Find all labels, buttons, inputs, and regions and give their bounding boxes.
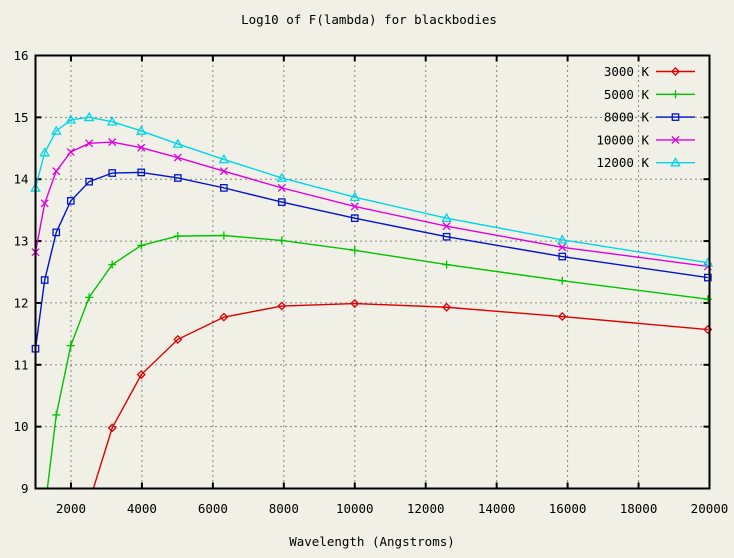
triangle-marker (349, 191, 361, 202)
x-tick-label: 6000 (198, 501, 228, 516)
x-tick-label: 8000 (269, 501, 299, 516)
y-tick-label: 12 (13, 295, 28, 310)
x-marker (219, 167, 228, 176)
triangle-marker (50, 125, 62, 135)
diamond-marker (670, 66, 681, 77)
triangle-marker (218, 153, 230, 164)
square-marker (671, 113, 680, 121)
diamond-marker (107, 423, 117, 433)
square-marker (703, 273, 712, 282)
legend-label: 3000 K (604, 64, 650, 79)
x-tick-label: 2000 (56, 501, 86, 516)
x-tick-label: 4000 (127, 501, 157, 516)
chart-title: Log10 of F(lambda) for blackbodies (241, 12, 497, 27)
x-tick-label: 18000 (620, 501, 658, 516)
triangle-marker (83, 111, 95, 122)
triangle-marker (670, 157, 681, 167)
diamond-marker (557, 312, 567, 322)
x-marker (558, 243, 567, 252)
x-marker (137, 143, 146, 152)
diamond-marker (173, 334, 183, 344)
x-marker (442, 222, 451, 231)
legend-item-5000-k: 5000 K (604, 87, 695, 102)
triangle-marker (172, 138, 184, 148)
x-marker (277, 183, 286, 192)
series-line (35, 116, 708, 264)
square-marker (173, 174, 182, 182)
y-tick-label: 16 (13, 48, 28, 63)
x-marker (350, 202, 359, 211)
x-marker (40, 199, 49, 208)
series-10000-k (31, 138, 712, 271)
square-marker (52, 228, 61, 237)
square-marker (66, 197, 75, 205)
x-marker (173, 153, 182, 162)
y-tick-label: 15 (13, 110, 28, 125)
triangle-marker (135, 125, 147, 135)
y-tick-label: 13 (13, 234, 28, 249)
x-marker (66, 147, 75, 157)
diamond-marker (350, 299, 360, 309)
series-line (35, 171, 708, 349)
triangle-marker (276, 172, 288, 182)
triangle-marker (65, 114, 77, 124)
triangle-marker (39, 147, 51, 157)
legend-item-10000-k: 10000 K (596, 132, 695, 147)
x-tick-label: 14000 (478, 501, 516, 516)
square-marker (220, 184, 228, 192)
y-tick-label: 9 (21, 481, 29, 496)
square-marker (137, 168, 146, 177)
plot-border (34, 54, 711, 490)
x-tick-label: 20000 (691, 501, 729, 516)
square-marker (442, 232, 451, 241)
x-tick-label: 10000 (336, 501, 374, 516)
series-5000-k (46, 231, 712, 489)
legend-item-8000-k: 8000 K (604, 110, 695, 125)
legend-item-3000-k: 3000 K (604, 64, 695, 79)
x-marker (671, 135, 680, 144)
diamond-marker (703, 325, 713, 335)
square-marker (350, 214, 359, 223)
legend: 3000 K 5000 K 8000 K 10000 K 12000 K (596, 64, 695, 170)
diamond-marker (277, 301, 287, 311)
square-marker (85, 177, 93, 186)
diamond-marker (442, 302, 452, 312)
series-3000-k (92, 299, 713, 489)
x-tick-label: 12000 (407, 501, 445, 516)
square-marker (277, 198, 286, 206)
x-marker (85, 139, 94, 148)
square-marker (558, 252, 567, 261)
x-marker (108, 138, 117, 147)
legend-label: 5000 K (604, 87, 650, 102)
legend-item-12000-k: 12000 K (596, 155, 695, 170)
y-tick-label: 14 (13, 172, 28, 187)
series-line (92, 302, 708, 489)
y-tick-label: 11 (13, 357, 28, 372)
x-axis-title: Wavelength (Angstroms) (289, 534, 455, 549)
triangle-marker (556, 234, 568, 244)
diamond-marker (136, 370, 146, 380)
square-marker (108, 169, 117, 177)
triangle-marker (441, 212, 452, 223)
x-tick-label: 16000 (549, 501, 587, 516)
x-marker (52, 167, 61, 176)
legend-label: 12000 K (596, 155, 649, 170)
legend-label: 10000 K (596, 132, 649, 147)
square-marker (40, 276, 49, 284)
legend-label: 8000 K (604, 110, 650, 125)
triangle-marker (106, 116, 118, 126)
series-12000-k (30, 111, 714, 267)
series-line (46, 234, 708, 489)
plot-area: 2000 4000 6000 8000 10000 12000 14000 16000 1800… (13, 48, 729, 516)
diamond-marker (219, 312, 229, 322)
y-tick-label: 10 (13, 419, 28, 434)
